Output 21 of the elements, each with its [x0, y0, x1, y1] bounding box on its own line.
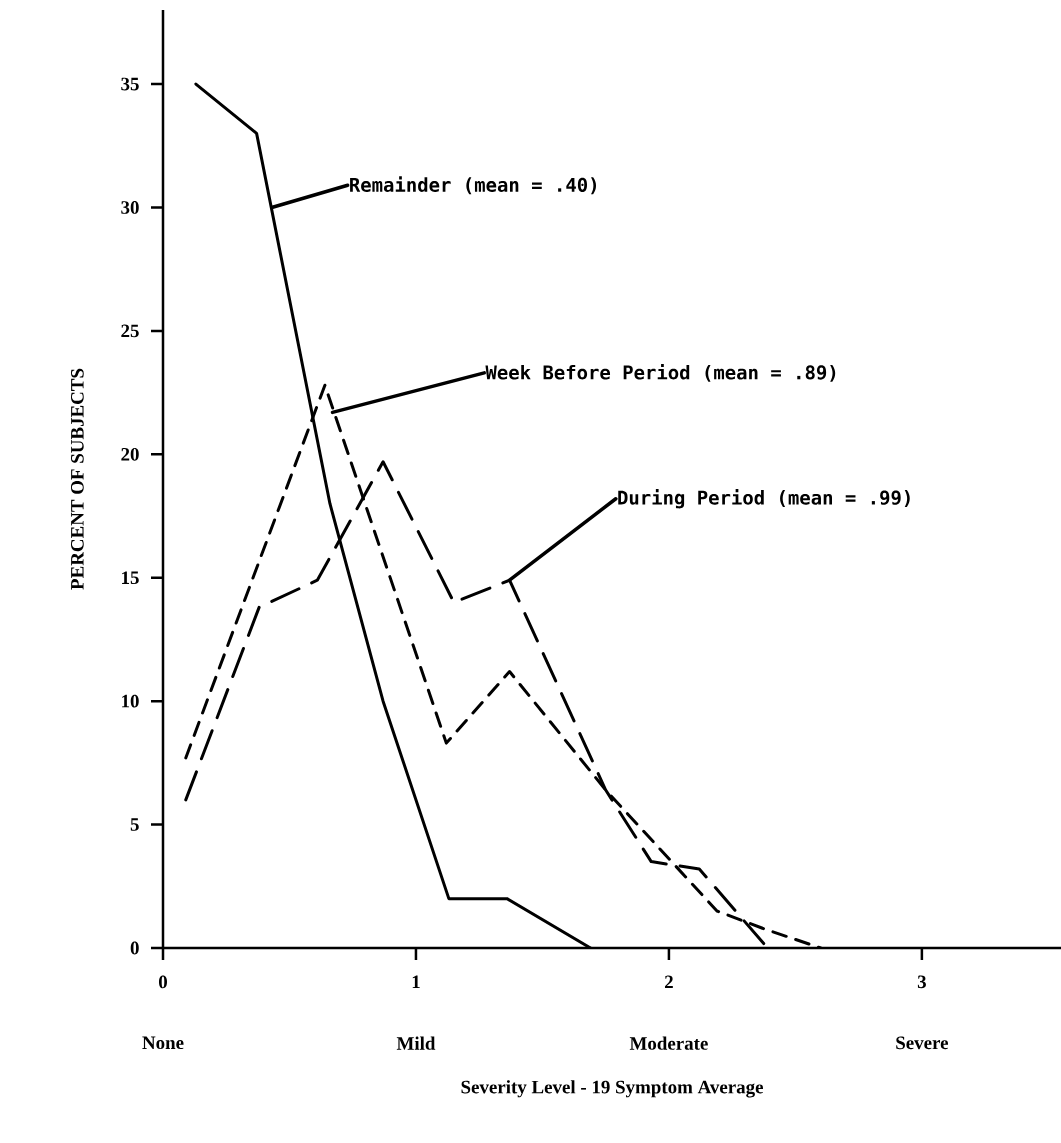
y-tick-label: 30: [121, 201, 139, 214]
annotation: Remainder (mean = .40): [350, 176, 597, 195]
text: Mild: [396, 1036, 436, 1050]
x-tick-label: 2: [664, 975, 673, 989]
x-tick-label: 1: [412, 975, 420, 989]
text: None: [142, 1036, 184, 1050]
y-tick-label: 0: [130, 941, 139, 955]
y-tick-label: 35: [121, 77, 139, 91]
annotation: During Period (mean = .99): [618, 489, 910, 509]
x-axis-title: Severity Level - 19 Symptom Average: [461, 1080, 763, 1098]
y-tick-label: 5: [130, 818, 139, 831]
annotation: Week Before Period (mean = .89): [485, 363, 836, 382]
x-tick-label: 3: [917, 975, 926, 989]
y-tick-label: 20: [121, 447, 139, 461]
y-tick-label: 10: [122, 694, 139, 708]
y-axis-title: PERCENT OF SUBJECTS: [70, 368, 84, 590]
text: Severe: [896, 1036, 949, 1050]
text: Moderate: [629, 1036, 708, 1050]
x-tick-label: 0: [158, 975, 167, 989]
y-tick-label: 25: [121, 324, 139, 338]
y-tick-label: 15: [122, 571, 139, 585]
